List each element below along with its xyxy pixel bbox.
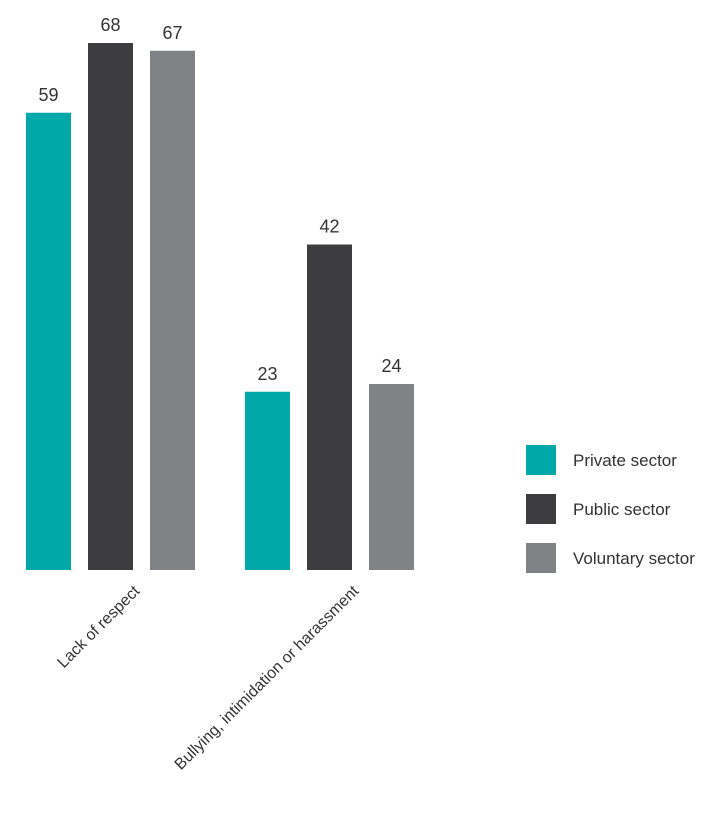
bars-group — [26, 43, 414, 570]
bar-public-sector-2 — [307, 244, 352, 570]
bar-public-sector-1 — [88, 43, 133, 570]
data-label-voluntary-sector-1: 67 — [162, 23, 182, 43]
bar-private-sector-2 — [245, 391, 290, 570]
legend: Private sector Public sector Voluntary sec… — [526, 445, 695, 573]
category-label-2: Bullying, intimidation or harassment — [172, 582, 363, 773]
data-label-voluntary-sector-2: 24 — [381, 356, 401, 376]
bar-voluntary-sector-2 — [369, 384, 414, 570]
legend-swatch-private-sector — [526, 445, 556, 475]
data-label-public-sector-1: 68 — [100, 15, 120, 35]
legend-label-public-sector: Public sector — [573, 500, 671, 519]
data-label-private-sector-2: 23 — [257, 364, 277, 384]
data-label-private-sector-1: 59 — [38, 85, 58, 105]
legend-label-private-sector: Private sector — [573, 451, 677, 470]
legend-swatch-voluntary-sector — [526, 543, 556, 573]
category-labels-group: Lack of respect Bullying, intimidation or… — [55, 582, 363, 773]
legend-label-voluntary-sector: Voluntary sector — [573, 549, 695, 568]
value-labels-group: 59 68 67 23 42 24 — [38, 15, 401, 384]
legend-swatch-public-sector — [526, 494, 556, 524]
bar-voluntary-sector-1 — [150, 50, 195, 570]
category-label-1: Lack of respect — [55, 582, 144, 671]
data-label-public-sector-2: 42 — [319, 217, 339, 237]
bar-private-sector-1 — [26, 112, 71, 570]
